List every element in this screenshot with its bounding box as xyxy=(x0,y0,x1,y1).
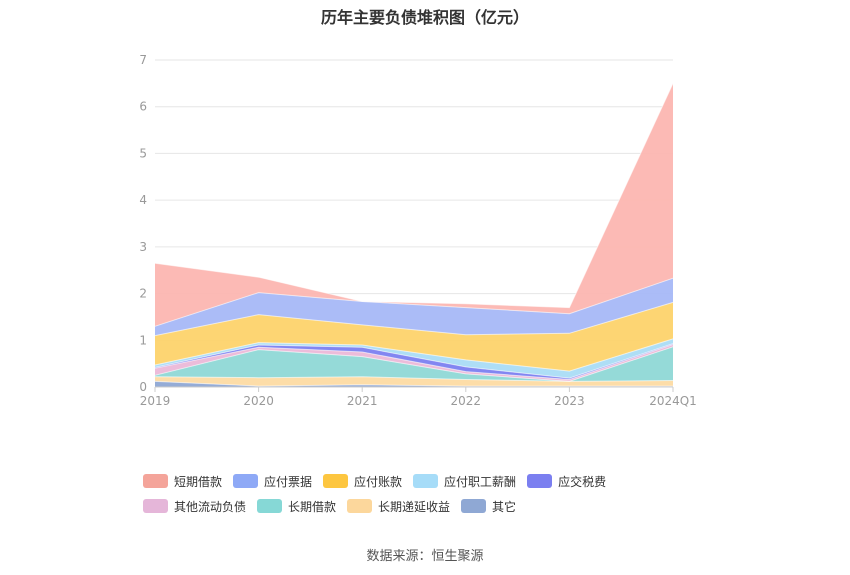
legend-item[interactable]: 长期递延收益 xyxy=(347,499,451,514)
area-series-长期递延收益 xyxy=(155,376,673,387)
x-tick-label: 2024Q1 xyxy=(649,394,697,408)
series-outlines xyxy=(154,83,674,387)
legend-item[interactable]: 其他流动负债 xyxy=(143,499,247,514)
y-tick-label: 1 xyxy=(139,333,147,347)
axes: 0 1 2 3 4 5 6 7 2019 2020 2021 2022 2023 2024Q1 xyxy=(139,53,696,408)
legend-item[interactable]: 其它 xyxy=(461,499,517,514)
series-outline-应付职工薪酬 xyxy=(154,338,674,372)
legend-swatch xyxy=(413,474,439,488)
legend-label: 其他流动负债 xyxy=(174,499,247,514)
y-tick-label: 2 xyxy=(139,287,147,301)
series-outline-应交税费 xyxy=(154,343,674,379)
legend: 短期借款 应付票据 应付账款 应付职工薪酬 应交税费其他流动负债 长期借款 长期递延收益 其它 xyxy=(143,473,723,523)
x-tick-label: 2020 xyxy=(243,394,274,408)
legend-swatch xyxy=(347,499,373,513)
data-source-note: 数据来源：恒生聚源 xyxy=(366,549,484,564)
area-series-短期借款 xyxy=(155,83,673,327)
y-tick-label: 0 xyxy=(139,380,147,394)
legend-swatch xyxy=(233,474,259,488)
series-outline-其他流动负债 xyxy=(154,344,674,381)
legend-swatch xyxy=(143,499,168,513)
legend-item[interactable]: 短期借款 xyxy=(143,474,223,489)
y-tick-label: 5 xyxy=(139,146,147,160)
series-outline-其它 xyxy=(154,380,673,387)
y-tick-label: 4 xyxy=(139,193,147,207)
legend-label: 应交税费 xyxy=(558,474,607,489)
area-series-长期借款 xyxy=(155,346,673,382)
legend-swatch xyxy=(143,474,168,488)
x-tick-label: 2022 xyxy=(451,394,482,408)
legend-label: 长期借款 xyxy=(288,499,337,514)
legend-label: 应付职工薪酬 xyxy=(444,474,517,489)
y-tick-label: 7 xyxy=(139,53,147,67)
x-tick-label: 2019 xyxy=(140,394,171,408)
area-series-其他流动负债 xyxy=(155,344,673,382)
y-tick-label: 3 xyxy=(139,240,147,254)
legend-swatch xyxy=(257,499,283,513)
y-tick-label: 6 xyxy=(139,100,147,114)
area-series-应付账款 xyxy=(155,302,673,372)
area-series-应付票据 xyxy=(155,278,673,336)
legend-label: 短期借款 xyxy=(174,474,223,489)
series-outline-应付票据 xyxy=(154,277,674,327)
legend-swatch xyxy=(527,474,553,488)
legend-label: 应付账款 xyxy=(354,474,403,489)
series-outline-应付账款 xyxy=(154,301,674,337)
legend-label: 应付票据 xyxy=(264,474,313,489)
legend-label: 其它 xyxy=(492,499,517,514)
area-series xyxy=(155,83,673,387)
x-tick-label: 2021 xyxy=(347,394,378,408)
legend-item[interactable]: 应付职工薪酬 xyxy=(413,474,517,489)
stacked-area-chart: 0 1 2 3 4 5 6 7 2019 2020 2021 2022 2023 2024Q1 xyxy=(139,53,696,408)
series-outline-短期借款 xyxy=(154,83,674,309)
x-tick-label: 2023 xyxy=(554,394,585,408)
legend-label: 长期递延收益 xyxy=(378,499,451,514)
series-outline-长期递延收益 xyxy=(154,376,674,382)
chart-title: 历年主要负债堆积图（亿元） xyxy=(320,8,529,27)
legend-item[interactable]: 应付票据 xyxy=(233,474,313,489)
legend-swatch xyxy=(461,499,487,513)
series-outline-长期借款 xyxy=(154,346,674,382)
legend-item[interactable]: 长期借款 xyxy=(257,499,337,514)
legend-swatch xyxy=(323,474,349,488)
legend-item[interactable]: 应付账款 xyxy=(323,474,403,489)
legend-item[interactable]: 应交税费 xyxy=(527,474,607,489)
